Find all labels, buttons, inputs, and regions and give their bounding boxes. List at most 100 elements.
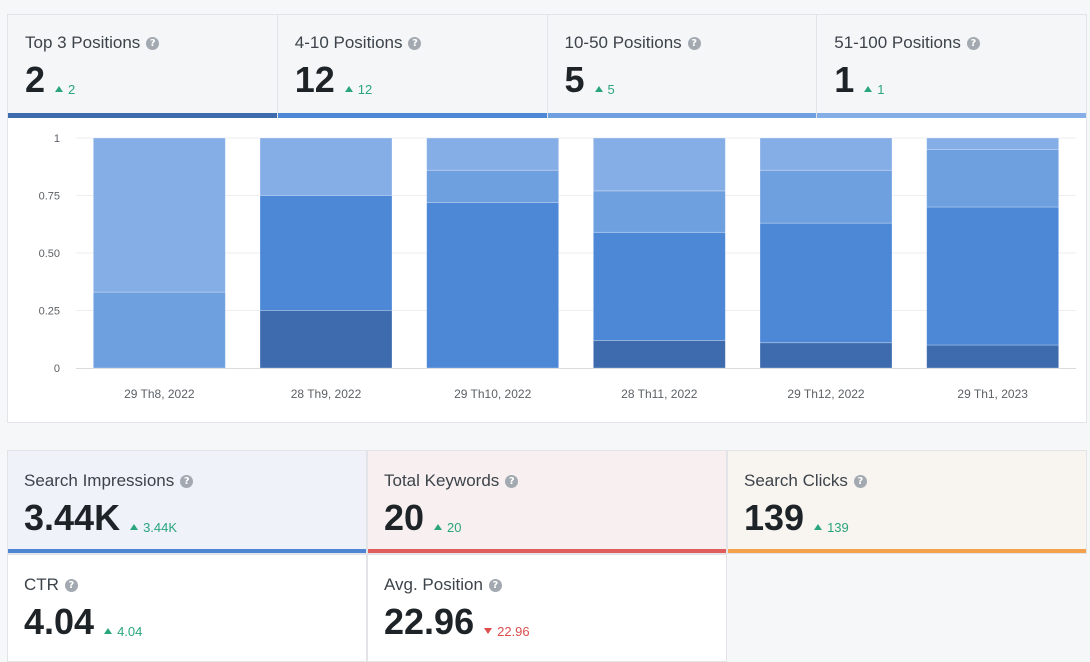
total-keywords-card[interactable]: Total Keywords? 20 20: [367, 450, 727, 554]
top100-positions-card[interactable]: 51-100 Positions? 1 1: [817, 15, 1086, 118]
card-value: 2: [25, 59, 46, 100]
card-value: 139: [744, 497, 805, 538]
top10-positions-card[interactable]: 4-10 Positions? 12 12: [277, 15, 548, 118]
bar-segment: [926, 137, 1060, 150]
delta-value: 5: [607, 81, 615, 97]
bar-segment: [426, 169, 560, 203]
card-value: 1: [834, 59, 855, 100]
y-tick-label: 0.25: [39, 306, 60, 318]
help-icon[interactable]: ?: [505, 474, 519, 488]
help-icon[interactable]: ?: [146, 36, 160, 50]
stacked-bar-chart: 0 0.25 0.50 0.75 1 29 Th8, 2022 28 Th9, 2022 29…: [39, 133, 1076, 401]
search-stats: Search Impressions? 3.44K 3.44K Total Key…: [7, 450, 1087, 662]
card-value: 20: [384, 497, 425, 538]
bar-segment: [92, 291, 226, 369]
bar-segment: [259, 137, 393, 196]
bar-segment: [759, 169, 893, 224]
x-tick-label: 28 Th11, 2022: [621, 387, 698, 401]
y-tick-label: 1: [54, 133, 60, 145]
card-label: 4-10 Positions: [294, 33, 403, 52]
x-tick-label: 29 Th8, 2022: [124, 387, 195, 401]
bar-segment: [259, 195, 393, 311]
bar-segment: [592, 231, 726, 341]
bar-segment: [592, 339, 726, 369]
card-label: Top 3 Positions: [25, 33, 141, 52]
bar-segment: [759, 222, 893, 344]
bar-segment: [426, 202, 560, 369]
top3-positions-card[interactable]: Top 3 Positions? 2 2: [8, 15, 278, 118]
bar-segment: [92, 137, 226, 293]
help-icon[interactable]: ?: [853, 474, 867, 488]
delta-value: 4.04: [117, 623, 143, 639]
y-tick-label: 0.75: [39, 191, 60, 203]
help-icon[interactable]: ?: [966, 36, 980, 50]
delta-badge: 3.44K: [130, 520, 177, 535]
delta-value: 3.44K: [143, 519, 178, 535]
avg-position-card[interactable]: Avg. Position? 22.96 22.96: [367, 554, 727, 662]
arrow-up-icon: [55, 86, 64, 92]
ctr-card[interactable]: CTR? 4.04 4.04: [7, 554, 367, 662]
delta-value: 20: [447, 519, 462, 535]
arrow-up-icon: [434, 524, 443, 530]
arrow-up-icon: [104, 628, 113, 634]
help-icon[interactable]: ?: [64, 578, 78, 592]
delta-badge: 2: [55, 82, 75, 97]
arrow-up-icon: [864, 86, 873, 92]
arrow-up-icon: [344, 86, 353, 92]
arrow-up-icon: [130, 524, 139, 530]
card-accent-bar: [817, 113, 1086, 118]
top50-positions-card[interactable]: 10-50 Positions? 5 5: [547, 15, 818, 118]
search-impressions-card[interactable]: Search Impressions? 3.44K 3.44K: [7, 450, 367, 554]
card-accent-bar: [547, 113, 817, 118]
card-label: Avg. Position: [384, 575, 483, 594]
card-accent-bar: [728, 549, 1086, 553]
positions-summary: Top 3 Positions? 2 2 4-10 Positions? 12 12…: [7, 14, 1087, 118]
arrow-down-icon: [484, 628, 493, 634]
bar-segment: [426, 137, 560, 171]
delta-value: 1: [877, 81, 885, 97]
delta-badge: 5: [594, 81, 615, 97]
bar-segment: [759, 342, 893, 369]
card-label: Search Clicks: [744, 471, 848, 490]
card-accent-bar: [277, 113, 547, 118]
delta-value: 139: [827, 519, 849, 535]
card-accent-bar: [8, 113, 277, 118]
delta-badge: 139: [814, 520, 849, 535]
card-label: 51-100 Positions: [834, 33, 961, 52]
delta-badge: 20: [434, 519, 462, 535]
delta-badge: 12: [344, 82, 372, 97]
x-tick-label: 29 Th12, 2022: [787, 387, 865, 401]
y-tick-label: 0.50: [39, 248, 60, 260]
bar-segment: [592, 190, 726, 233]
y-tick-label: 0: [54, 363, 60, 375]
help-icon[interactable]: ?: [408, 36, 422, 50]
help-icon[interactable]: ?: [687, 36, 701, 50]
x-tick-label: 29 Th10, 2022: [454, 387, 532, 401]
card-value: 5: [564, 59, 585, 100]
delta-value: 2: [68, 81, 76, 97]
card-value: 3.44K: [24, 497, 121, 538]
card-label: Search Impressions: [24, 471, 175, 490]
help-icon[interactable]: ?: [180, 474, 194, 488]
card-value: 4.04: [24, 601, 95, 642]
search-clicks-card[interactable]: Search Clicks? 139 139: [727, 450, 1087, 554]
x-tick-label: 28 Th9, 2022: [291, 387, 362, 401]
bar-segment: [592, 137, 726, 192]
card-accent-bar: [8, 549, 366, 553]
card-label: CTR: [24, 575, 59, 594]
bar-segment: [259, 310, 393, 369]
arrow-up-icon: [814, 524, 823, 530]
card-label: Total Keywords: [384, 471, 500, 490]
card-value: 12: [294, 59, 335, 100]
bar-segment: [926, 206, 1060, 346]
arrow-up-icon: [594, 86, 603, 92]
delta-badge: 4.04: [104, 624, 142, 639]
x-tick-label: 29 Th1, 2023: [957, 387, 1028, 401]
bar-segment: [926, 149, 1060, 208]
delta-value: 22.96: [497, 623, 530, 639]
bar-segment: [759, 137, 893, 171]
card-label: 10-50 Positions: [564, 33, 682, 52]
help-icon[interactable]: ?: [488, 578, 502, 592]
card-value: 22.96: [384, 601, 475, 642]
delta-badge: 22.96: [484, 624, 530, 639]
